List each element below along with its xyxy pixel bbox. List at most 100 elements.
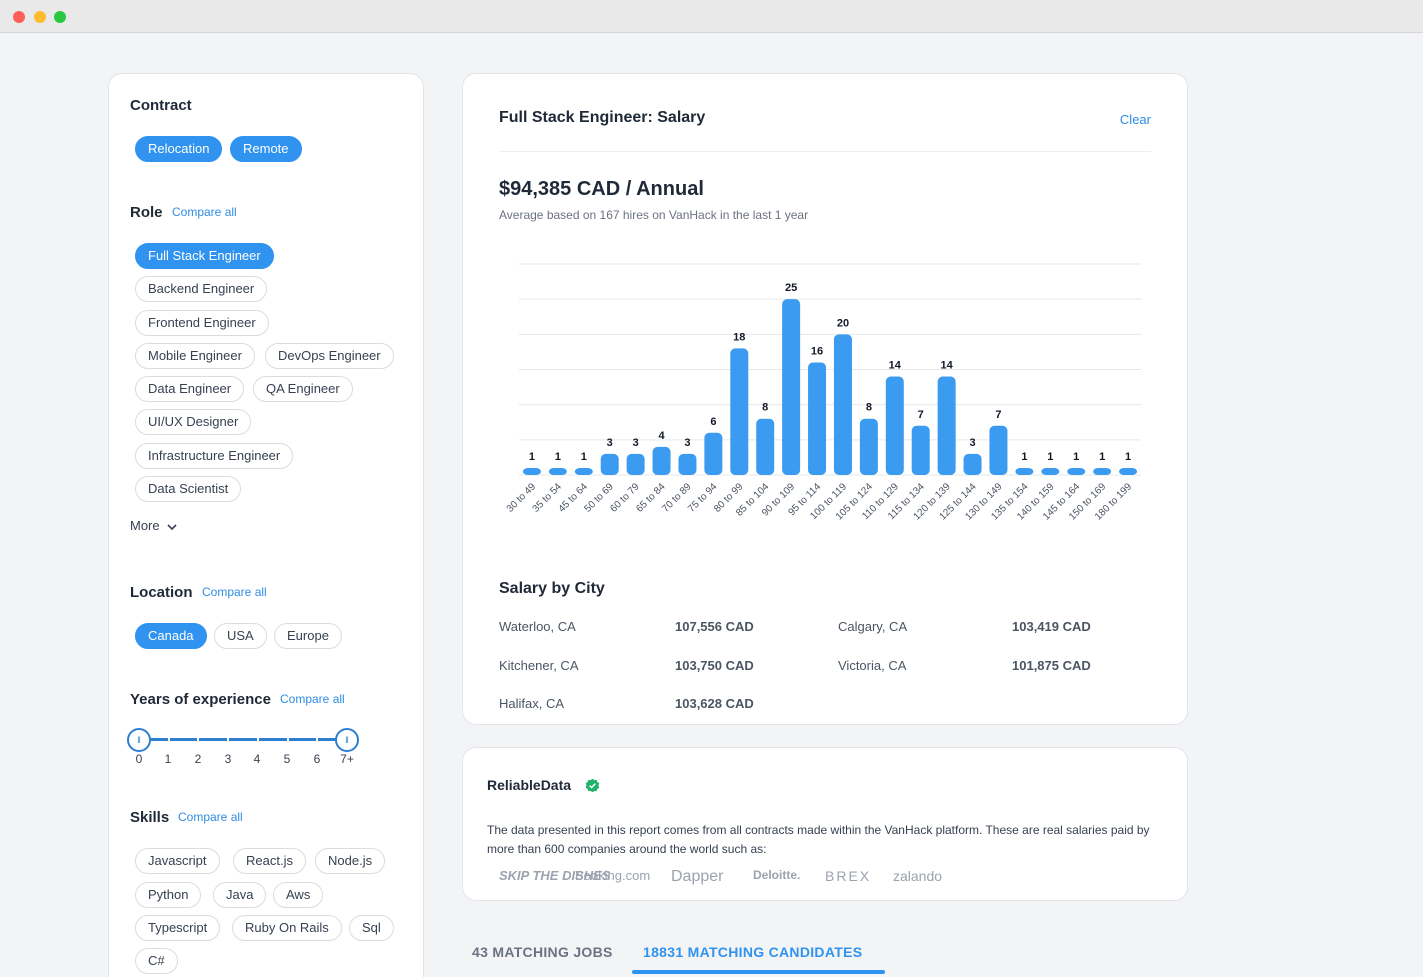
chip-role[interactable]: Infrastructure Engineer xyxy=(135,443,294,469)
chip-skill[interactable]: Aws xyxy=(273,882,324,908)
active-tab-indicator xyxy=(632,970,885,974)
chip-role[interactable]: Mobile Engineer xyxy=(135,343,255,369)
chip-skill[interactable]: Sql xyxy=(349,915,394,941)
chip-skill[interactable]: Java xyxy=(213,882,267,908)
tab-matching-candidates[interactable]: 18831 MATCHING CANDIDATES xyxy=(643,944,863,960)
skills-compare-all-link[interactable]: Compare all xyxy=(178,810,243,824)
chip-skill[interactable]: Javascript xyxy=(135,848,220,874)
chip-role[interactable]: Data Scientist xyxy=(135,476,242,502)
slider-tick xyxy=(316,737,319,742)
bar-value-label: 1 xyxy=(1073,451,1079,463)
chip-role[interactable]: UI/UX Designer xyxy=(135,409,252,435)
chart-bar xyxy=(600,453,619,475)
chart-bar xyxy=(833,334,852,475)
chart-bar xyxy=(937,376,956,475)
more-label: More xyxy=(130,518,160,533)
chart-bar xyxy=(963,453,982,475)
chip-location[interactable]: USA xyxy=(214,623,267,649)
bar-value-label: 20 xyxy=(837,317,849,329)
chart-bar xyxy=(859,418,878,475)
chip-role[interactable]: QA Engineer xyxy=(253,376,353,402)
city-salary: 107,556 CAD xyxy=(675,619,754,634)
experience-label: 2 xyxy=(194,752,202,766)
experience-min-handle[interactable]: ‖ xyxy=(127,728,151,752)
chip-role[interactable]: Data Engineer xyxy=(135,376,245,402)
chip-relocation[interactable]: Relocation xyxy=(135,136,223,162)
chip-skill[interactable]: Ruby On Rails xyxy=(232,915,342,941)
experience-slider-track[interactable] xyxy=(139,738,347,741)
chart-bar xyxy=(1015,467,1034,475)
bar-value-label: 1 xyxy=(1125,451,1131,463)
logo-brex: BREX xyxy=(825,868,872,884)
reliable-data-card: ReliableData The data presented in this … xyxy=(462,747,1188,901)
city-name: Victoria, CA xyxy=(838,658,907,673)
city-name: Kitchener, CA xyxy=(499,658,579,673)
divider xyxy=(499,151,1151,152)
bar-value-label: 4 xyxy=(658,430,665,442)
role-title: Role xyxy=(130,204,163,221)
bar-value-label: 1 xyxy=(555,451,561,463)
chart-bar xyxy=(522,467,541,475)
chip-role[interactable]: Full Stack Engineer xyxy=(135,243,274,269)
city-name: Waterloo, CA xyxy=(499,619,576,634)
chip-skill[interactable]: C# xyxy=(135,948,178,974)
verified-check-icon xyxy=(585,778,600,793)
clear-button[interactable]: Clear xyxy=(1119,112,1151,127)
more-roles-toggle[interactable]: More xyxy=(130,518,178,533)
bar-value-label: 1 xyxy=(581,451,587,463)
chip-role[interactable]: DevOps Engineer xyxy=(265,343,394,369)
chip-remote[interactable]: Remote xyxy=(230,136,302,162)
chip-role[interactable]: Backend Engineer xyxy=(135,276,268,302)
slider-tick xyxy=(286,737,289,742)
bar-value-label: 1 xyxy=(1021,451,1027,463)
bar-value-label: 3 xyxy=(684,437,690,449)
skills-title: Skills xyxy=(130,809,170,826)
close-window-button[interactable] xyxy=(13,11,25,23)
bar-value-label: 18 xyxy=(733,331,745,343)
chart-bar xyxy=(911,425,930,475)
chip-skill[interactable]: Typescript xyxy=(135,915,221,941)
city-salary: 101,875 CAD xyxy=(1012,658,1091,673)
tab-matching-jobs[interactable]: 43 MATCHING JOBS xyxy=(472,944,613,960)
role-compare-all-link[interactable]: Compare all xyxy=(172,205,237,219)
experience-label: 6 xyxy=(313,752,321,766)
location-compare-all-link[interactable]: Compare all xyxy=(202,585,267,599)
average-salary: $94,385 CAD / Annual xyxy=(499,178,704,200)
salary-card: Full Stack Engineer: Salary Clear $94,38… xyxy=(462,73,1188,725)
logo-booking: Booking.com xyxy=(575,868,651,883)
experience-title: Years of experience xyxy=(130,691,271,708)
chart-bar xyxy=(1093,467,1112,475)
city-salary: 103,419 CAD xyxy=(1012,619,1091,634)
maximize-window-button[interactable] xyxy=(54,11,66,23)
experience-label: 1 xyxy=(164,752,172,766)
chart-bar xyxy=(782,299,801,475)
chip-skill[interactable]: Node.js xyxy=(315,848,386,874)
bar-value-label: 3 xyxy=(633,437,639,449)
bar-value-label: 8 xyxy=(762,402,768,414)
chip-location[interactable]: Canada xyxy=(135,623,207,649)
experience-max-handle[interactable]: ‖ xyxy=(335,728,359,752)
chip-role[interactable]: Frontend Engineer xyxy=(135,310,269,336)
minimize-window-button[interactable] xyxy=(34,11,46,23)
bar-value-label: 14 xyxy=(941,360,954,372)
slider-tick xyxy=(197,737,200,742)
chip-skill[interactable]: Python xyxy=(135,882,202,908)
bar-value-label: 1 xyxy=(529,451,535,463)
chip-skill[interactable]: React.js xyxy=(233,848,306,874)
chart-bar xyxy=(730,348,749,475)
experience-label: 3 xyxy=(224,752,232,766)
bar-value-label: 16 xyxy=(811,345,823,357)
city-name: Calgary, CA xyxy=(838,619,908,634)
city-salary: 103,750 CAD xyxy=(675,658,754,673)
salary-title: Full Stack Engineer: Salary xyxy=(499,109,706,126)
slider-tick xyxy=(167,737,170,742)
city-salary: 103,628 CAD xyxy=(675,696,754,711)
chip-location[interactable]: Europe xyxy=(274,623,342,649)
bar-value-label: 25 xyxy=(785,282,797,294)
salary-by-city-title: Salary by City xyxy=(499,580,605,597)
bar-value-label: 14 xyxy=(889,360,902,372)
experience-label: 4 xyxy=(253,752,261,766)
chart-bar xyxy=(704,432,723,475)
experience-compare-all-link[interactable]: Compare all xyxy=(280,692,345,706)
